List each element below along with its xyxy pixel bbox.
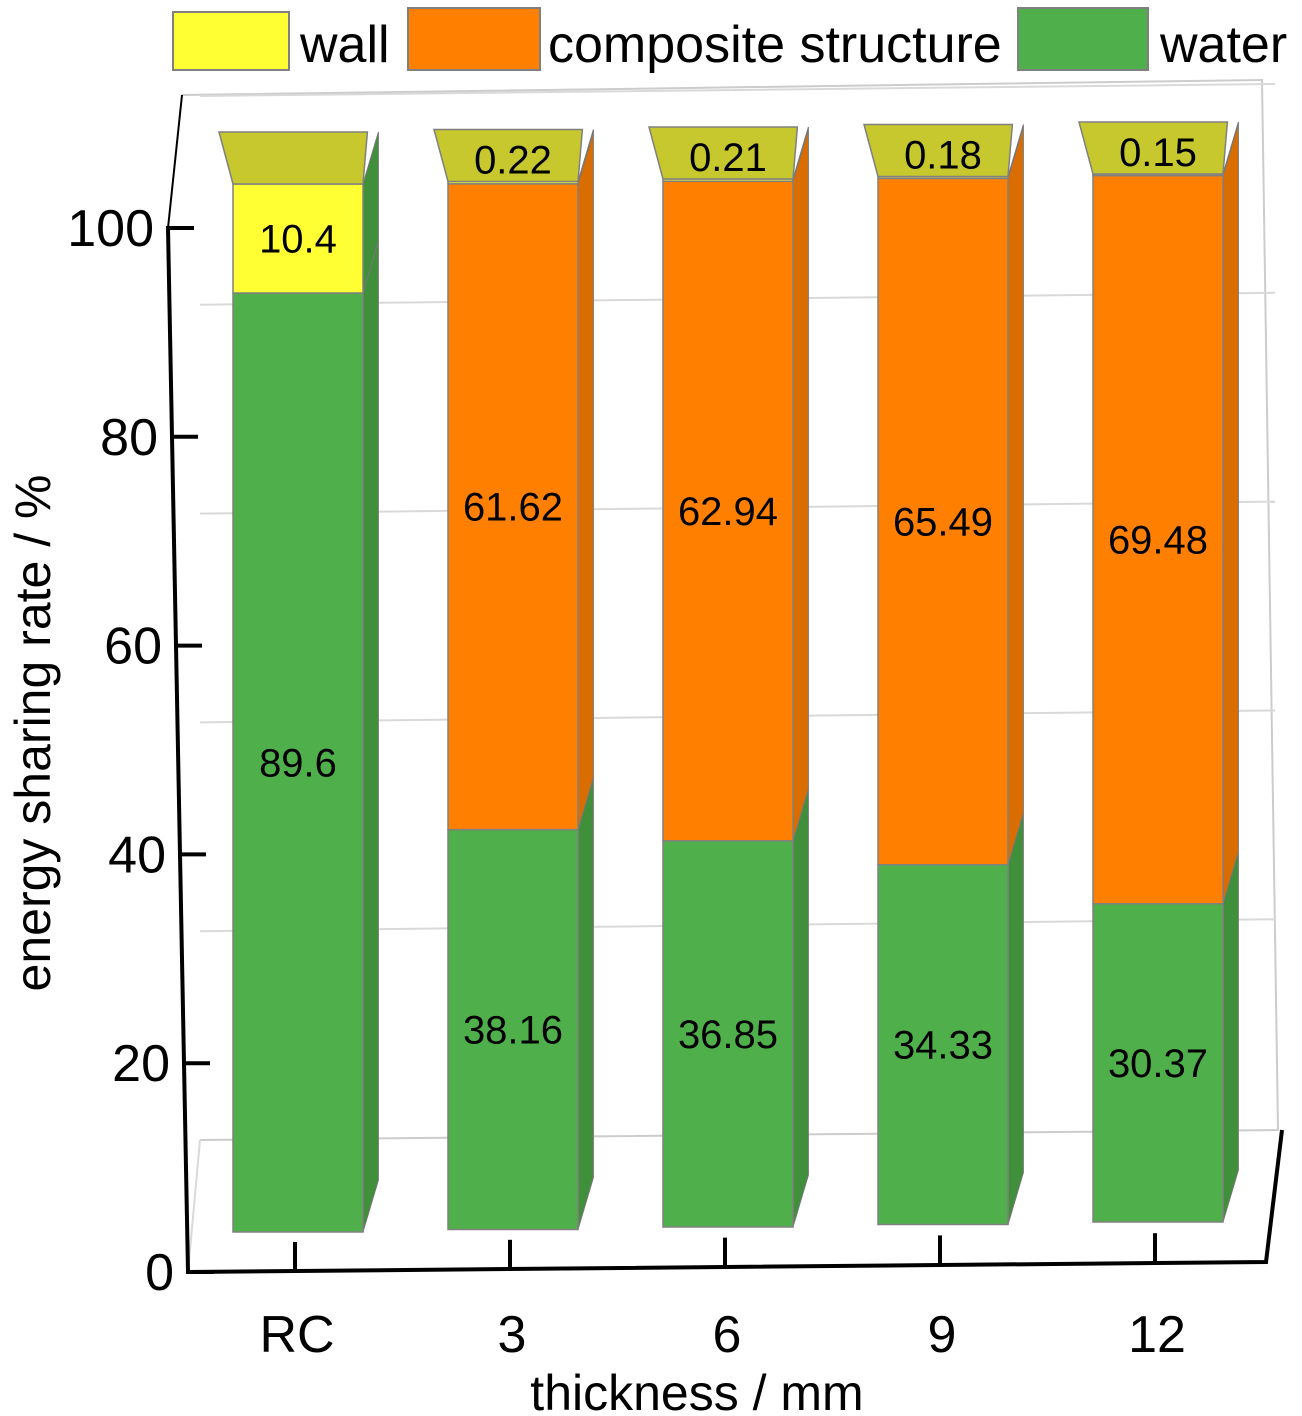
legend-swatch-water [1017,7,1149,71]
bar-top-cap [218,131,369,185]
bars: 89.6 10.4 38.16 61.62 0.22 36.85 62.94 0.21 34.3… [218,121,1239,1233]
gridline-y [199,83,1276,97]
data-label-composite-structure: 69.48 [1108,519,1208,563]
bar-side-water [362,240,379,1233]
x-axis-line [187,1129,1284,1274]
data-label-wall: 0.22 [474,139,552,183]
bar-segment-composite-structure [447,183,579,831]
data-label-wall: 0.15 [1119,131,1197,175]
x-tick-label: RC [259,1306,334,1364]
bar-side-water [1007,812,1024,1225]
axes [166,94,1284,1274]
y-tick-label: 80 [100,409,158,467]
y-tick-label: 20 [112,1035,170,1093]
y-tick-label: 100 [67,200,154,258]
bar-segment-composite-structure [1092,174,1224,905]
data-label-wall: 10.4 [259,217,337,261]
legend-label-water: water [1159,16,1287,74]
bar-side-water [792,788,809,1228]
x-tick-label: 12 [1128,1306,1186,1364]
floor-depth-line [187,1139,201,1273]
bar-segment-water [447,828,579,1231]
legend-swatch-wall [172,11,290,71]
legend-swatch-composite-structure [407,7,541,71]
x-axis-title: thickness / mm [530,1365,863,1416]
data-label-water: 38.16 [463,1009,563,1053]
bar-segment-composite-structure [877,177,1009,866]
bar-side-composite-structure [792,129,809,841]
data-label-water: 30.37 [1108,1042,1208,1086]
bar-top-cap [648,126,799,180]
data-label-wall: 0.21 [689,136,767,180]
data-label-composite-structure: 65.49 [893,501,993,545]
x-tick-label: 9 [928,1306,957,1364]
bar-segment-water [877,863,1009,1226]
legend-label-composite-structure: composite structure [548,16,1002,74]
bar-segment-water [232,292,364,1233]
bar-top-cap [1078,121,1229,175]
data-label-water: 36.85 [678,1013,778,1057]
bar-segment-water [662,840,794,1228]
bar-top-cap [433,128,584,183]
x-tick-label: 6 [713,1306,742,1364]
bar-segment-composite-structure [662,180,794,842]
y-tick-label: 0 [145,1244,174,1302]
y-tick-label: 60 [104,618,162,676]
bar-side-composite-structure [577,131,594,830]
data-label-composite-structure: 61.62 [463,486,563,530]
legend: wall composite structure water [172,7,1287,74]
y-ticks: 0 20 40 60 80 100 [67,200,214,1302]
y-axis-depth-line [167,94,183,229]
data-label-water: 34.33 [893,1024,993,1068]
bar-side-water [1222,851,1239,1223]
legend-label-wall: wall [299,16,390,74]
bar-side-water [577,777,594,1230]
data-label-composite-structure: 62.94 [678,490,778,534]
y-tick-label: 40 [108,826,166,884]
y-axis-title: energy sharing rate / % [5,475,61,992]
x-tick-label: 3 [498,1306,527,1364]
bar-side-composite-structure [1007,126,1024,865]
x-ticks: RC 3 6 9 12 [259,1233,1186,1364]
data-label-water: 89.6 [259,741,337,785]
bar-segment-water [1092,902,1224,1223]
y-axis-line [166,227,190,1273]
data-label-wall: 0.18 [904,134,982,178]
bar-segment-wall [232,183,364,294]
bar-top-cap [863,123,1014,178]
bar-side-composite-structure [1222,123,1239,904]
